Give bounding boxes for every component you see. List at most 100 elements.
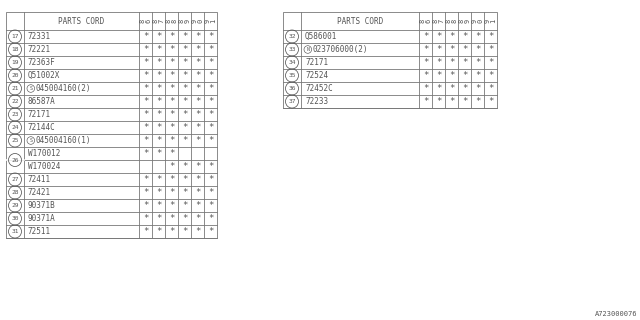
Text: 72411: 72411 [28, 175, 51, 184]
Text: *: * [208, 84, 213, 93]
Text: *: * [143, 32, 148, 41]
Text: *: * [156, 188, 161, 197]
Bar [283, 12, 497, 108]
Text: *: * [195, 58, 200, 67]
Text: *: * [143, 214, 148, 223]
Text: *: * [488, 45, 493, 54]
Text: *: * [208, 188, 213, 197]
Text: *: * [449, 97, 454, 106]
Text: 29: 29 [12, 203, 19, 208]
Text: *: * [488, 58, 493, 67]
Text: 90371B: 90371B [28, 201, 56, 210]
Text: *: * [195, 214, 200, 223]
Text: *: * [169, 123, 174, 132]
Text: *: * [195, 45, 200, 54]
Text: *: * [208, 110, 213, 119]
Text: *: * [475, 32, 480, 41]
Text: *: * [462, 84, 467, 93]
Text: *: * [156, 45, 161, 54]
Text: *: * [143, 136, 148, 145]
Text: *: * [449, 71, 454, 80]
Text: 30: 30 [12, 216, 19, 221]
Text: *: * [156, 71, 161, 80]
Text: 72524: 72524 [305, 71, 328, 80]
Text: 33: 33 [288, 47, 296, 52]
Text: *: * [208, 123, 213, 132]
Text: *: * [182, 188, 187, 197]
Text: Q51002X: Q51002X [28, 71, 60, 80]
Text: *: * [449, 84, 454, 93]
Text: *: * [169, 175, 174, 184]
Text: *: * [449, 32, 454, 41]
Text: PARTS CORD: PARTS CORD [337, 17, 383, 26]
Text: *: * [169, 214, 174, 223]
Text: *: * [156, 175, 161, 184]
Text: *: * [143, 188, 148, 197]
Text: 72171: 72171 [28, 110, 51, 119]
Text: *: * [488, 97, 493, 106]
Text: *: * [195, 110, 200, 119]
Text: *: * [156, 136, 161, 145]
Text: *: * [195, 97, 200, 106]
Text: *: * [169, 201, 174, 210]
Text: 25: 25 [12, 138, 19, 143]
Text: *: * [436, 45, 441, 54]
Text: *: * [208, 214, 213, 223]
Text: 28: 28 [12, 190, 19, 195]
Bar [6, 12, 217, 238]
Text: PARTS CORD: PARTS CORD [58, 17, 104, 26]
Text: 32: 32 [288, 34, 296, 39]
Text: S: S [29, 138, 32, 143]
Text: 72331: 72331 [28, 32, 51, 41]
Text: *: * [462, 45, 467, 54]
Text: *: * [182, 162, 187, 171]
Text: *: * [462, 97, 467, 106]
Text: *: * [195, 32, 200, 41]
Text: 8
8: 8 8 [166, 19, 177, 23]
Text: 9
1: 9 1 [205, 19, 216, 23]
Text: *: * [182, 136, 187, 145]
Text: 20: 20 [12, 73, 19, 78]
Text: 31: 31 [12, 229, 19, 234]
Text: *: * [156, 201, 161, 210]
Text: *: * [182, 123, 187, 132]
Text: 72421: 72421 [28, 188, 51, 197]
Text: *: * [143, 175, 148, 184]
Text: 72363F: 72363F [28, 58, 56, 67]
Text: 24: 24 [12, 125, 19, 130]
Text: 9
1: 9 1 [484, 19, 496, 23]
Text: *: * [182, 32, 187, 41]
Text: *: * [436, 32, 441, 41]
Text: 37: 37 [288, 99, 296, 104]
Text: 72171: 72171 [305, 58, 328, 67]
Text: *: * [156, 227, 161, 236]
Text: *: * [182, 71, 187, 80]
Text: *: * [475, 45, 480, 54]
Text: *: * [488, 32, 493, 41]
Text: 72221: 72221 [28, 45, 51, 54]
Text: *: * [475, 84, 480, 93]
Text: *: * [182, 201, 187, 210]
Text: *: * [208, 45, 213, 54]
Text: 8
7: 8 7 [153, 19, 164, 23]
Text: Q586001: Q586001 [305, 32, 337, 41]
Text: 27: 27 [12, 177, 19, 182]
Text: 86587A: 86587A [28, 97, 56, 106]
Text: *: * [436, 84, 441, 93]
Text: 17: 17 [12, 34, 19, 39]
Text: *: * [449, 58, 454, 67]
Text: *: * [423, 45, 428, 54]
Text: *: * [423, 58, 428, 67]
Text: *: * [143, 227, 148, 236]
Text: *: * [195, 227, 200, 236]
Text: N: N [307, 47, 309, 52]
Text: *: * [169, 110, 174, 119]
Text: *: * [208, 71, 213, 80]
Text: 045004160(2): 045004160(2) [36, 84, 91, 93]
Text: *: * [182, 227, 187, 236]
Text: 023706000(2): 023706000(2) [312, 45, 368, 54]
Text: *: * [208, 162, 213, 171]
Text: 34: 34 [288, 60, 296, 65]
Text: 8
7: 8 7 [433, 19, 444, 23]
Text: *: * [143, 123, 148, 132]
